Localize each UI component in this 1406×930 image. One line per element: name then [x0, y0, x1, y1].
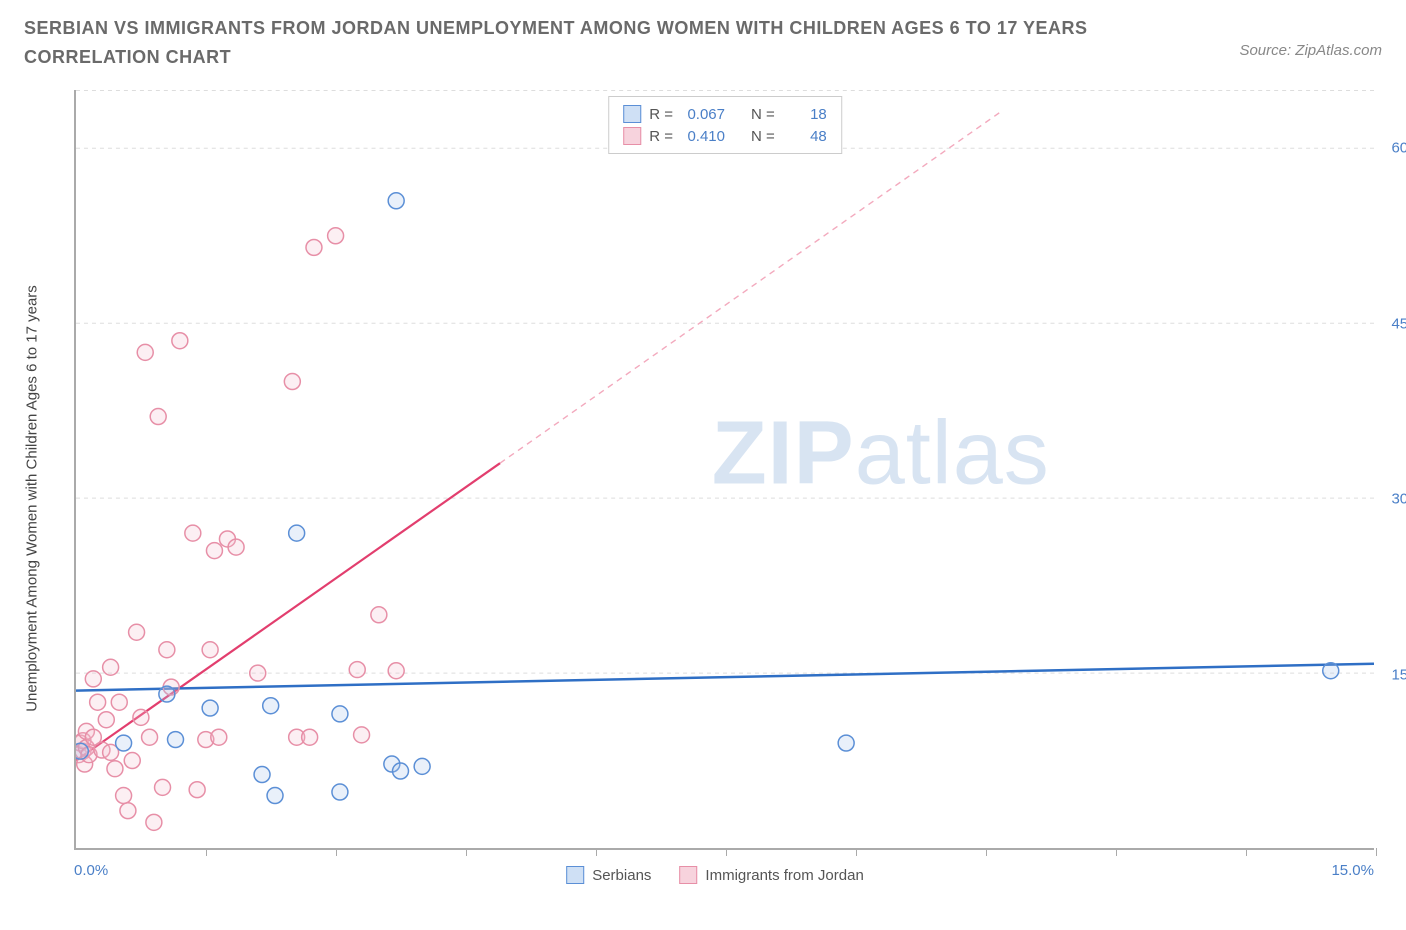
- y-tick-label: 45.0%: [1391, 315, 1406, 332]
- chart-header: SERBIAN VS IMMIGRANTS FROM JORDAN UNEMPL…: [0, 0, 1406, 72]
- source-attribution: Source: ZipAtlas.com: [1239, 14, 1382, 59]
- legend-label: Serbians: [592, 867, 651, 884]
- legend-stats-row: R = 0.067 N = 18: [623, 103, 827, 125]
- legend-swatch-blue: [566, 866, 584, 884]
- y-tick-label: 30.0%: [1391, 491, 1406, 508]
- legend-swatch-pink: [679, 866, 697, 884]
- y-tick-label: 15.0%: [1391, 666, 1406, 683]
- legend-item: Immigrants from Jordan: [679, 866, 863, 884]
- x-axis-max-label: 15.0%: [1331, 862, 1374, 879]
- chart-container: Unemployment Among Women with Children A…: [50, 90, 1380, 890]
- legend-stats: R = 0.067 N = 18 R = 0.410 N = 48: [608, 96, 842, 154]
- x-axis-min-label: 0.0%: [74, 862, 108, 879]
- legend-swatch-pink: [623, 127, 641, 145]
- legend-stats-row: R = 0.410 N = 48: [623, 125, 827, 147]
- legend-series: Serbians Immigrants from Jordan: [566, 866, 864, 884]
- plot-area: ZIPatlas R = 0.067 N = 18 R = 0.410 N = …: [74, 90, 1374, 850]
- legend-swatch-blue: [623, 105, 641, 123]
- chart-title: SERBIAN VS IMMIGRANTS FROM JORDAN UNEMPL…: [24, 14, 1124, 72]
- plot-svg: [76, 90, 1374, 848]
- legend-label: Immigrants from Jordan: [705, 867, 863, 884]
- y-axis-label: Unemployment Among Women with Children A…: [24, 285, 41, 712]
- y-tick-label: 60.0%: [1391, 140, 1406, 157]
- legend-item: Serbians: [566, 866, 651, 884]
